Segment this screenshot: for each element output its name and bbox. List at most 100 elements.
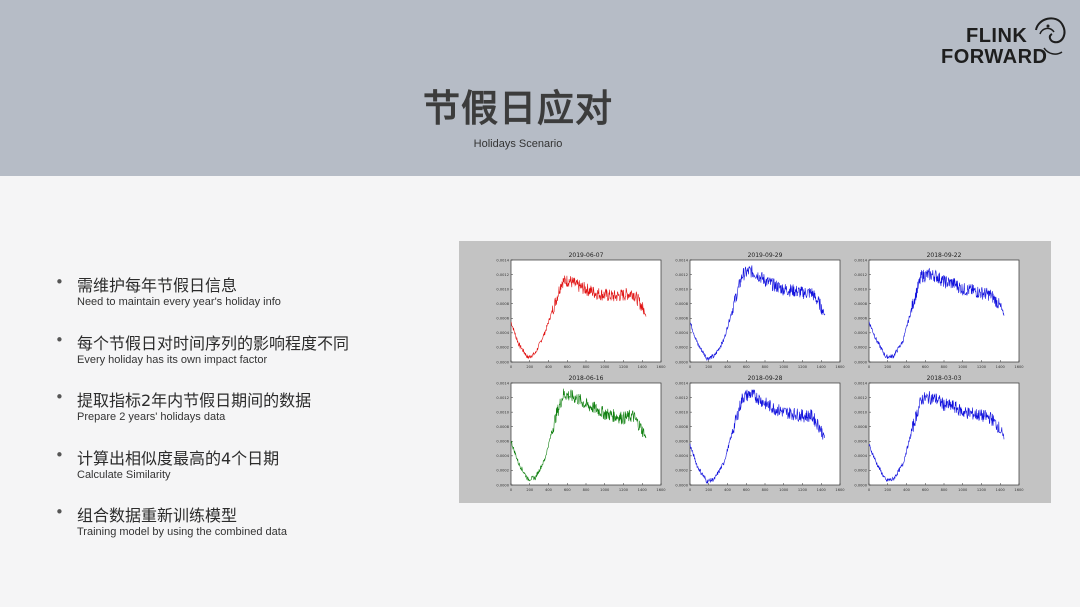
x-tick-label: 1200 [619, 365, 629, 369]
x-tick-label: 200 [705, 488, 713, 492]
bullet-text-en: Calculate Similarity [77, 468, 171, 481]
y-tick-label: 0.0002 [675, 469, 688, 473]
x-tick-label: 800 [583, 488, 591, 492]
x-tick-label: 800 [941, 488, 949, 492]
y-tick-label: 0.0004 [496, 454, 509, 458]
y-tick-label: 0.0004 [675, 331, 688, 335]
squirrel-icon [1035, 17, 1066, 55]
bullet-marker: • [55, 388, 64, 406]
x-tick-label: 200 [526, 488, 534, 492]
y-tick-label: 0.0010 [496, 287, 509, 291]
bullet-text-en: Every holiday has its own impact factor [77, 353, 268, 366]
subplot-title: 2019-06-07 [569, 252, 604, 259]
x-tick-label: 1000 [958, 365, 968, 369]
bullet-marker: • [55, 445, 64, 464]
x-tick-label: 200 [884, 365, 892, 369]
list-item: • 计算出相似度最高的4个日期 Calculate Similarity [55, 445, 435, 503]
x-tick-label: 1600 [835, 365, 845, 369]
y-tick-label: 0.0014 [854, 381, 867, 385]
y-tick-label: 0.0014 [675, 381, 688, 385]
x-tick-label: 800 [583, 365, 591, 369]
subplot: 2018-09-28 0 200 400 600 800 1000 1200 1400 1600 0… [675, 375, 845, 492]
x-tick-label: 400 [724, 488, 732, 492]
y-tick-label: 0.0004 [496, 331, 509, 335]
list-item: • 每个节假日对时间序列的影响程度不同 Every holiday has it… [55, 330, 435, 388]
x-tick-label: 400 [903, 365, 911, 369]
x-tick-label: 0 [510, 488, 513, 492]
logo-line-2: FORWARD [941, 46, 1048, 68]
slide-header: 节假日应对 Holidays Scenario FLINK FORWARD [0, 0, 1080, 176]
y-tick-label: 0.0006 [854, 440, 867, 444]
y-tick-label: 0.0006 [496, 440, 509, 444]
list-item: • 提取指标2年内节假日期间的数据 Prepare 2 years' holid… [55, 387, 435, 445]
list-item: • 组合数据重新训练模型 Training model by using the… [55, 502, 435, 560]
y-tick-label: 0.0012 [496, 396, 509, 400]
x-tick-label: 1600 [835, 488, 845, 492]
bullet-text-en: Need to maintain every year's holiday in… [77, 296, 281, 308]
logo-line-1: FLINK [966, 25, 1028, 47]
x-tick-label: 400 [724, 365, 732, 369]
y-tick-label: 0.0004 [854, 331, 867, 335]
y-tick-label: 0.0012 [496, 273, 509, 277]
y-tick-label: 0.0008 [496, 425, 509, 429]
x-tick-label: 600 [743, 488, 751, 492]
plot-area [510, 382, 662, 486]
y-tick-label: 0.0006 [854, 317, 867, 321]
x-tick-label: 800 [762, 488, 770, 492]
y-tick-label: 0.0000 [675, 360, 688, 364]
y-tick-label: 0.0006 [675, 440, 688, 444]
x-tick-label: 1200 [977, 488, 987, 492]
subplot: 2018-06-16 0 200 400 600 800 1000 1200 1400 1600 0… [496, 375, 666, 492]
x-tick-label: 1600 [656, 365, 666, 369]
plot-area [689, 259, 841, 363]
subplot-title: 2018-09-28 [748, 375, 783, 382]
subplot: 2018-03-03 0 200 400 600 800 1000 1200 1400 1600 0… [854, 375, 1024, 492]
y-tick-label: 0.0004 [675, 454, 688, 458]
x-tick-label: 800 [941, 365, 949, 369]
y-tick-label: 0.0012 [675, 396, 688, 400]
y-tick-label: 0.0014 [496, 381, 509, 385]
x-tick-label: 200 [884, 488, 892, 492]
subplot: 2019-06-07 0 200 400 600 800 1000 1200 1400 1600 0… [496, 252, 666, 369]
y-tick-label: 0.0000 [854, 360, 867, 364]
subplot: 2018-09-22 0 200 400 600 800 1000 1200 1400 1600 0… [854, 252, 1024, 369]
bullet-text-zh: 提取指标2年内节假日期间的数据 [77, 391, 312, 410]
y-tick-label: 0.0002 [675, 346, 688, 350]
y-tick-label: 0.0002 [496, 346, 509, 350]
series-line [868, 267, 1005, 359]
x-tick-label: 1600 [1014, 365, 1024, 369]
y-tick-label: 0.0006 [675, 317, 688, 321]
y-tick-label: 0.0014 [675, 258, 688, 262]
x-tick-label: 0 [510, 365, 513, 369]
plot-area [689, 382, 841, 486]
bullet-text-zh: 每个节假日对时间序列的影响程度不同 [77, 333, 350, 353]
x-tick-label: 600 [922, 488, 930, 492]
y-tick-label: 0.0006 [496, 317, 509, 321]
bullet-marker: • [55, 503, 64, 521]
chart-grid: 2019-06-07 0 200 400 600 800 1000 1200 1400 1600 0… [496, 252, 1024, 492]
y-tick-label: 0.0004 [854, 454, 867, 458]
series-line [510, 388, 647, 482]
y-tick-label: 0.0010 [854, 287, 867, 291]
page-subtitle: Holidays Scenario [473, 138, 563, 150]
x-tick-label: 1200 [798, 365, 808, 369]
y-tick-label: 0.0010 [496, 410, 509, 414]
bullet-text-en: Prepare 2 years' holidays data [77, 411, 226, 423]
y-tick-label: 0.0000 [854, 483, 867, 487]
x-tick-label: 1400 [996, 488, 1006, 492]
x-tick-label: 400 [903, 488, 911, 492]
x-tick-label: 1000 [779, 488, 789, 492]
page-title: 节假日应对 [423, 87, 613, 130]
x-tick-label: 200 [705, 365, 713, 369]
subplot-title: 2019-09-29 [748, 252, 783, 259]
subplot-title: 2018-03-03 [927, 375, 962, 382]
y-tick-label: 0.0008 [854, 302, 867, 306]
y-tick-label: 0.0002 [496, 469, 509, 473]
x-tick-label: 600 [564, 488, 572, 492]
x-tick-label: 1200 [619, 488, 629, 492]
x-tick-label: 400 [545, 365, 553, 369]
x-tick-label: 1000 [958, 488, 968, 492]
plot-area [868, 382, 1020, 486]
subplot-title: 2018-09-22 [927, 252, 962, 259]
x-tick-label: 1400 [817, 488, 827, 492]
